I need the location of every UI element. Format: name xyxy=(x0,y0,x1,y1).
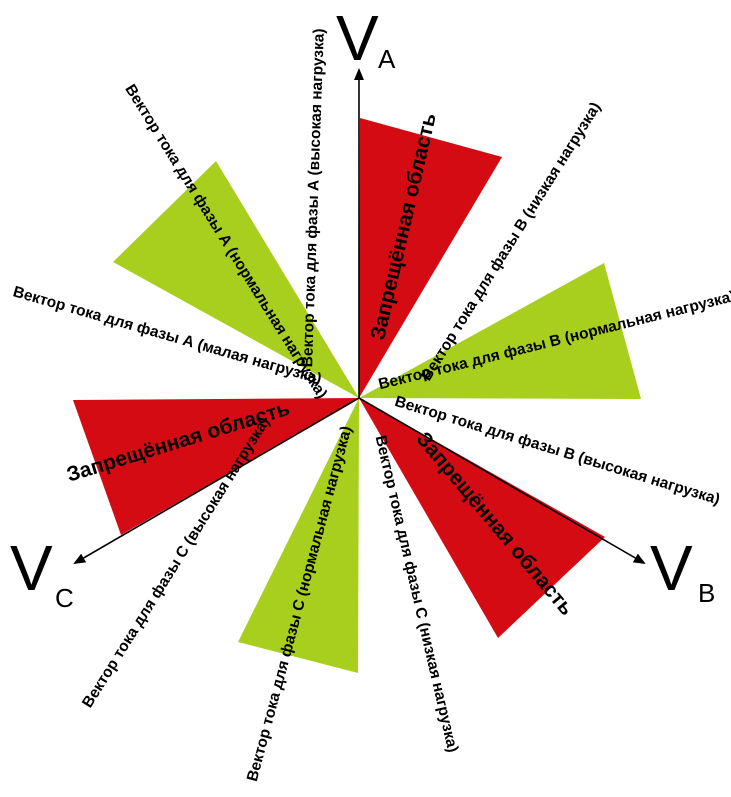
axis-c-subscript: C xyxy=(55,583,74,613)
axis-b-subscript: B xyxy=(698,578,715,608)
normal-zone-c xyxy=(238,398,359,673)
forbidden-zone-a xyxy=(359,118,502,398)
forbidden-zone-b xyxy=(359,398,605,638)
axis-c-arrow xyxy=(73,397,360,565)
normal-zone-b xyxy=(359,263,641,399)
label-phase-a-high: Вектор тока для фазы А (высокая нагрузка… xyxy=(299,28,328,367)
axis-b-letter: V xyxy=(650,532,693,604)
normal-zone-a xyxy=(113,161,359,398)
axis-label-c: V C xyxy=(10,532,74,613)
axis-a-subscript: A xyxy=(378,44,396,74)
axis-label-a: V A xyxy=(336,2,396,74)
axis-b-arrow xyxy=(358,397,646,565)
axis-c-letter: V xyxy=(10,532,53,604)
axis-a-letter: V xyxy=(336,2,379,74)
forbidden-zone-c xyxy=(73,398,359,535)
axis-label-b: V B xyxy=(650,532,715,608)
